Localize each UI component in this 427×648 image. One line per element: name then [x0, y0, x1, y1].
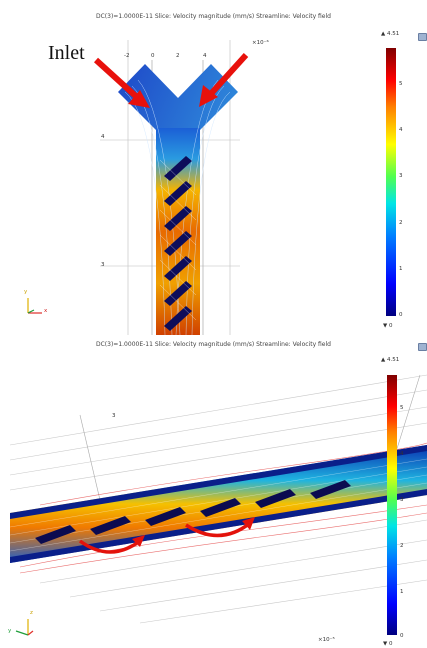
bottom-panel: DC(3)=1.0000E-11 Slice: Velocity magnitu…	[0, 335, 427, 648]
bottom-plot-area	[9, 374, 427, 636]
bottom-plot-title: DC(3)=1.0000E-11 Slice: Velocity magnitu…	[96, 341, 331, 348]
y-tick-label: 4	[101, 134, 105, 140]
axis-x-label: x	[44, 308, 48, 314]
bottom-axis-triad	[15, 619, 34, 636]
colorbar-min-label: ▼ 0	[383, 323, 393, 329]
colorbar-max-label: ▲ 4.51	[381, 357, 400, 363]
mixer-baffles	[164, 156, 192, 331]
mixer-baffles-3d	[35, 480, 351, 544]
x-tick-label: 4	[203, 53, 207, 59]
top-axis-triad	[27, 298, 42, 314]
axis-label-3: 3	[112, 413, 116, 419]
colorbar-tick: 5	[400, 405, 404, 411]
colorbar-tick: 3	[399, 173, 403, 179]
colorbar-tick: 2	[399, 220, 403, 226]
bottom-colorbar	[387, 375, 397, 635]
inlet-label: Inlet	[48, 42, 85, 64]
x-tick-label: -2	[124, 53, 130, 59]
colorbar-tick: 0	[399, 312, 403, 318]
axis-y-label: y	[8, 628, 12, 634]
colorbar-tick: 4	[399, 127, 403, 133]
top-plot-area	[27, 40, 249, 335]
colorbar-tick: 2	[400, 543, 404, 549]
x-tick-label: 0	[151, 53, 155, 59]
colorbar-tick: 1	[399, 266, 403, 272]
top-plot-title: DC(3)=1.0000E-11 Slice: Velocity magnitu…	[96, 13, 331, 20]
colorbar-max-label: ▲ 4.51	[381, 31, 400, 37]
top-panel: DC(3)=1.0000E-11 Slice: Velocity magnitu…	[24, 13, 427, 335]
colorbar-tick: 0	[400, 633, 404, 639]
colorbar-min-label: ▼ 0	[383, 641, 393, 647]
inlet-arrows	[93, 52, 249, 108]
colorbar-tick: 1	[400, 589, 404, 595]
mixer-channel-3d	[9, 442, 427, 574]
x-exponent: ×10⁻⁵	[318, 637, 335, 643]
colorbar-tick: 3	[400, 497, 404, 503]
x-exponent: ×10⁻⁶	[252, 40, 269, 46]
colorbar-tick: 4	[400, 451, 404, 457]
rotation-arrows	[78, 521, 252, 554]
axis-y-label: y	[24, 289, 28, 295]
colorbar-tick: 5	[399, 81, 403, 87]
y-tick-label: 3	[101, 262, 105, 268]
x-tick-label: 2	[176, 53, 180, 59]
axis-z-label: z	[30, 610, 33, 616]
top-colorbar	[386, 48, 396, 316]
